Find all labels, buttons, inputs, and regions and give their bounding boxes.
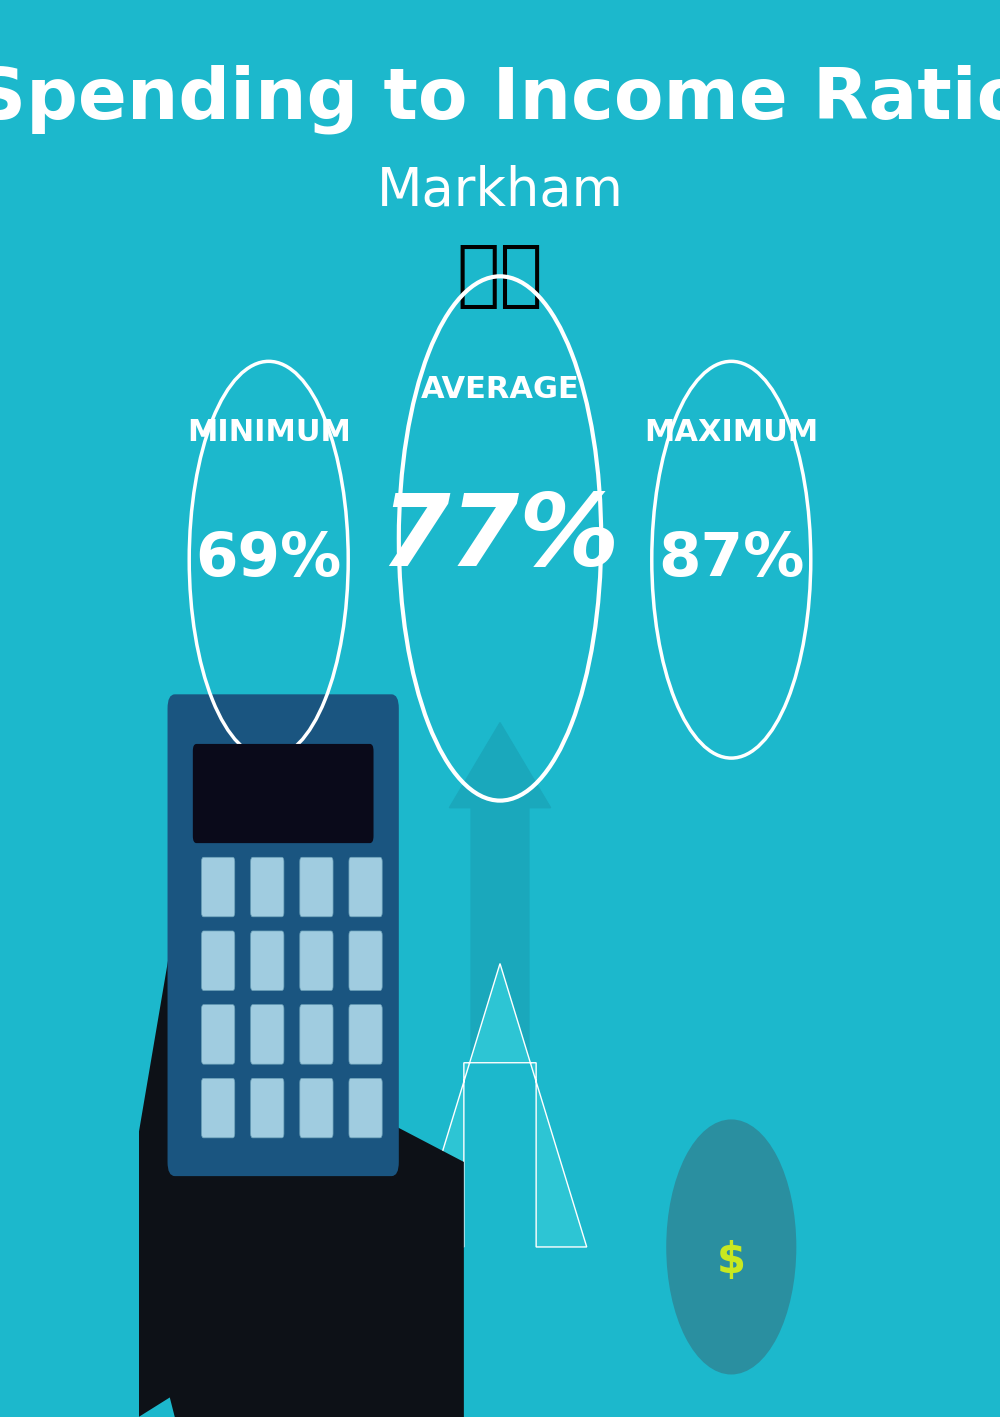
Text: 🇨🇦: 🇨🇦 [457,242,543,310]
Text: Spending to Income Ratio: Spending to Income Ratio [0,64,1000,135]
FancyBboxPatch shape [251,857,284,917]
Text: 69%: 69% [196,530,342,589]
FancyBboxPatch shape [300,857,333,917]
Polygon shape [413,964,587,1247]
Circle shape [666,1119,796,1374]
FancyBboxPatch shape [349,857,382,917]
FancyBboxPatch shape [251,931,284,990]
Text: AVERAGE: AVERAGE [421,376,579,404]
Text: Markham: Markham [377,166,623,217]
FancyBboxPatch shape [251,1078,284,1138]
Polygon shape [139,921,370,1417]
FancyBboxPatch shape [193,744,374,843]
FancyBboxPatch shape [202,1005,235,1064]
FancyBboxPatch shape [349,1005,382,1064]
FancyArrow shape [449,723,551,1063]
FancyBboxPatch shape [349,931,382,990]
FancyBboxPatch shape [300,931,333,990]
FancyBboxPatch shape [300,1078,333,1138]
FancyArrow shape [305,879,377,1134]
Polygon shape [139,1105,464,1417]
FancyBboxPatch shape [168,694,399,1176]
Text: $: $ [717,1240,746,1282]
FancyBboxPatch shape [202,1078,235,1138]
Text: MINIMUM: MINIMUM [187,418,351,446]
FancyBboxPatch shape [349,1078,382,1138]
FancyBboxPatch shape [202,931,235,990]
FancyBboxPatch shape [300,1005,333,1064]
Text: 87%: 87% [658,530,805,589]
Text: MAXIMUM: MAXIMUM [644,418,818,446]
FancyBboxPatch shape [202,857,235,917]
FancyBboxPatch shape [251,1005,284,1064]
Text: 77%: 77% [380,490,620,587]
